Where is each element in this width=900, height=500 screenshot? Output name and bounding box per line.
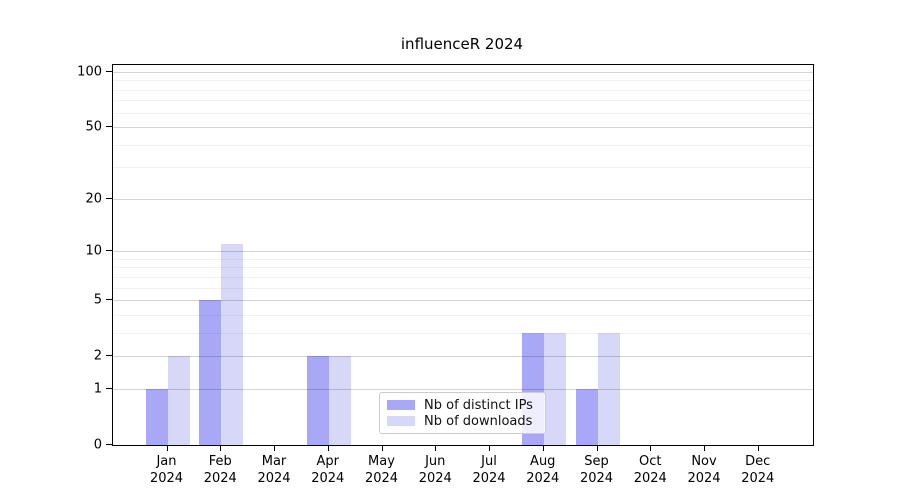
y-tick-label: 0 [93, 437, 102, 453]
x-tick-mark [327, 445, 329, 451]
y-tick-mark [106, 355, 112, 357]
minor-gridline [113, 89, 813, 91]
legend-row: Nb of downloads [387, 414, 537, 429]
x-tick-label-jan: Jan 2024 [149, 454, 184, 486]
legend: Nb of distinct IPs Nb of downloads [379, 392, 546, 434]
x-tick-mark [596, 445, 598, 451]
bar-apr-downloads [328, 356, 351, 445]
x-tick-label-oct: Oct 2024 [633, 454, 667, 486]
bars-layer [113, 65, 813, 445]
major-gridline [113, 300, 813, 302]
minor-gridline [113, 267, 813, 269]
major-gridline [113, 251, 813, 253]
y-tick-label: 10 [85, 243, 102, 259]
y-tick-label: 100 [77, 64, 102, 80]
y-tick-label: 20 [85, 191, 102, 207]
x-tick-label-dec: Dec 2024 [741, 454, 775, 486]
bar-apr-distinct-ips [306, 356, 329, 445]
x-tick-label-feb: Feb 2024 [203, 454, 237, 486]
minor-gridline [113, 287, 813, 289]
major-gridline [113, 356, 813, 358]
x-tick-mark [489, 445, 491, 451]
y-tick-label: 5 [93, 292, 102, 308]
major-gridline [113, 71, 813, 73]
x-tick-label-sep: Sep 2024 [579, 454, 614, 486]
major-gridline [113, 198, 813, 200]
x-tick-label-apr: Apr 2024 [311, 454, 345, 486]
plot-area [112, 64, 814, 446]
legend-row: Nb of distinct IPs [387, 398, 537, 413]
y-tick-mark [106, 197, 112, 200]
legend-label-distinct-ips: Nb of distinct IPs [424, 397, 533, 413]
x-tick-mark [220, 445, 222, 451]
y-tick-mark [106, 444, 112, 446]
major-gridline [113, 127, 813, 129]
x-tick-mark [542, 445, 544, 451]
bar-sep-distinct-ips [575, 388, 598, 445]
minor-gridline [113, 258, 813, 260]
x-tick-label-mar: Mar 2024 [257, 454, 291, 486]
legend-label-downloads: Nb of downloads [424, 413, 533, 429]
bar-sep-downloads [597, 332, 620, 445]
x-tick-label-jun: Jun 2024 [418, 454, 452, 486]
y-tick-label: 2 [93, 348, 102, 364]
bar-feb-distinct-ips [199, 300, 222, 445]
x-tick-label-nov: Nov 2024 [687, 454, 721, 486]
bar-jan-distinct-ips [145, 388, 168, 445]
x-tick-label-jul: Jul 2024 [472, 454, 506, 486]
y-tick-mark [106, 387, 112, 390]
x-tick-label-may: May 2024 [364, 454, 399, 486]
major-gridline [113, 388, 813, 390]
x-tick-mark [650, 445, 652, 451]
minor-gridline [113, 100, 813, 102]
legend-swatch-distinct-ips [387, 400, 415, 410]
bar-aug-downloads [543, 332, 566, 445]
y-tick-mark [106, 250, 112, 252]
y-tick-mark [106, 299, 112, 301]
x-tick-mark [274, 445, 276, 451]
x-tick-mark [381, 445, 383, 451]
y-tick-label: 50 [85, 119, 102, 135]
minor-gridline [113, 314, 813, 316]
minor-gridline [113, 276, 813, 278]
y-tick-mark [106, 126, 112, 128]
x-tick-mark [166, 445, 168, 451]
y-tick-label: 1 [93, 381, 102, 397]
x-tick-mark [757, 445, 759, 451]
grid-layer [113, 65, 813, 445]
minor-gridline [113, 144, 813, 146]
legend-swatch-downloads [387, 416, 415, 426]
minor-gridline [113, 332, 813, 334]
minor-gridline [113, 80, 813, 82]
x-tick-label-aug: Aug 2024 [526, 454, 560, 486]
y-tick-mark [106, 70, 112, 73]
x-tick-mark [704, 445, 706, 451]
chart-title: influenceR 2024 [400, 35, 524, 53]
minor-gridline [113, 112, 813, 114]
bar-jan-downloads [167, 356, 190, 445]
minor-gridline [113, 167, 813, 169]
x-tick-mark [435, 445, 437, 451]
bar-feb-downloads [221, 244, 244, 445]
